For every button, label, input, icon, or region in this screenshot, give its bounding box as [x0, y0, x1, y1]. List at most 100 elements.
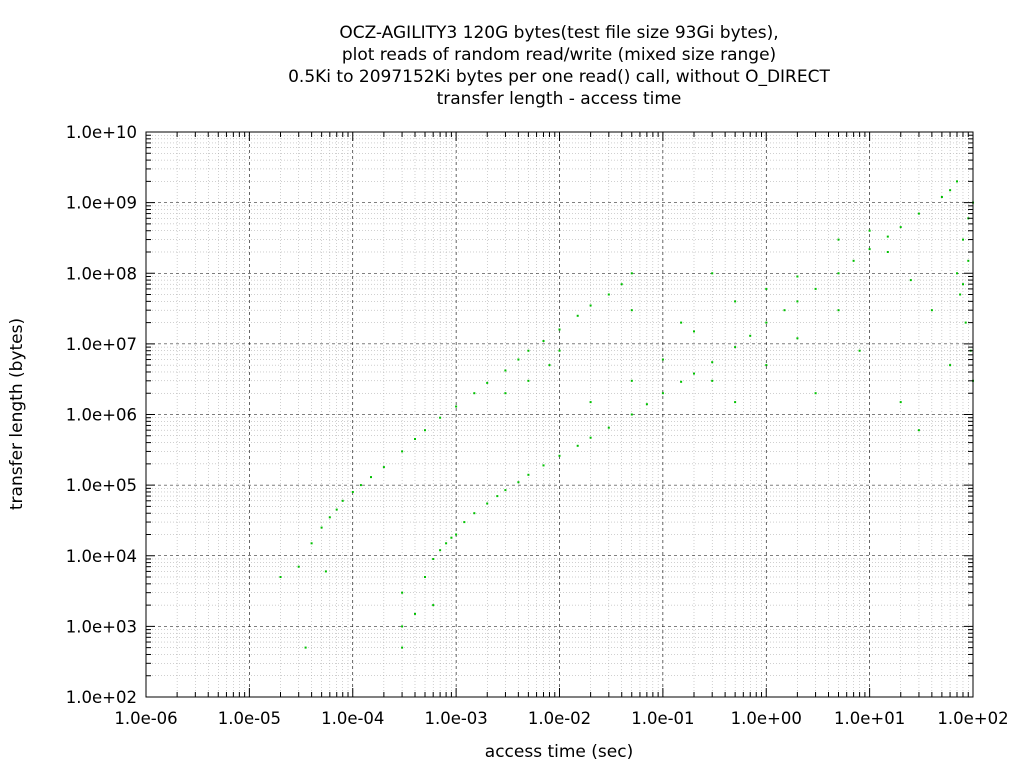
data-point [765, 364, 768, 367]
data-point [796, 275, 799, 278]
title-line-1: OCZ-AGILITY3 120G bytes(test file size 9… [339, 23, 778, 43]
data-point [783, 309, 786, 312]
data-point [486, 502, 489, 505]
x-tick-label: 1.0e+02 [937, 709, 1008, 728]
data-point [949, 189, 952, 192]
data-point [439, 549, 442, 552]
y-tick-label: 1.0e+05 [66, 476, 137, 495]
data-point [548, 364, 551, 367]
data-point [328, 516, 331, 519]
data-point [680, 321, 683, 324]
data-point [837, 309, 840, 312]
data-point [414, 612, 416, 615]
data-point [858, 349, 861, 352]
y-tick-label: 1.0e+04 [66, 547, 137, 566]
data-point [473, 392, 476, 395]
data-point [486, 381, 489, 384]
data-point [962, 283, 964, 286]
y-tick-label: 1.0e+07 [66, 335, 137, 354]
x-axis-label: access time (sec) [485, 742, 633, 762]
x-tick-label: 1.0e+00 [731, 709, 802, 728]
data-point [527, 349, 530, 352]
data-point [956, 180, 958, 183]
y-tick-label: 1.0e+09 [66, 194, 137, 213]
data-point [450, 536, 453, 539]
data-point [711, 272, 714, 275]
data-point [504, 489, 507, 492]
y-tick-label: 1.0e+10 [66, 123, 137, 142]
data-point [576, 444, 579, 447]
data-point [504, 369, 507, 372]
data-point [542, 340, 545, 342]
data-point [680, 380, 683, 383]
data-point [445, 542, 448, 545]
x-tick-label: 1.0e-03 [424, 709, 487, 728]
data-point [414, 438, 416, 440]
y-tick-label: 1.0e+03 [66, 617, 137, 636]
data-point [949, 364, 952, 367]
data-point [886, 251, 889, 253]
data-point [496, 495, 499, 498]
data-point [589, 436, 592, 439]
data-point [527, 379, 530, 382]
data-point [297, 565, 300, 568]
data-point [432, 558, 435, 560]
y-tick-label: 1.0e+02 [66, 688, 137, 707]
data-point [304, 646, 307, 649]
title-line-2: plot reads of random read/write (mixed s… [342, 45, 776, 65]
data-point [959, 293, 962, 296]
data-point [432, 604, 435, 607]
axis-ticks [145, 131, 974, 698]
data-point [630, 272, 633, 275]
x-tick-label: 1.0e+01 [834, 709, 905, 728]
data-point [962, 238, 964, 241]
data-points [279, 180, 974, 649]
data-point [382, 466, 385, 469]
y-axis-label: transfer length (bytes) [7, 318, 27, 510]
data-point [401, 591, 404, 594]
data-point [517, 358, 520, 361]
data-point [868, 248, 871, 251]
data-point [734, 346, 737, 349]
x-tick-label: 1.0e-04 [321, 709, 384, 728]
data-point [749, 334, 752, 337]
data-point [620, 283, 623, 286]
data-point [558, 454, 561, 457]
data-point [439, 416, 442, 419]
data-point [542, 464, 545, 467]
data-point [630, 413, 633, 416]
data-point [576, 314, 579, 317]
data-point [351, 491, 354, 493]
data-point [967, 259, 970, 262]
x-tick-label: 1.0e-06 [114, 709, 177, 728]
data-point [341, 499, 344, 502]
data-point [814, 392, 817, 395]
data-point [424, 429, 426, 432]
data-point [917, 429, 920, 432]
data-point [917, 212, 920, 215]
data-point [504, 392, 507, 395]
data-point [909, 279, 912, 282]
data-point [589, 401, 592, 404]
data-point [661, 358, 664, 361]
data-point [886, 235, 889, 238]
data-point [852, 259, 855, 262]
data-point [930, 309, 933, 312]
title-line-4: transfer length - access time [437, 89, 682, 109]
data-point [837, 238, 840, 241]
data-point [558, 349, 561, 352]
x-axis-tick-labels: 1.0e-06 1.0e-05 1.0e-04 1.0e-03 1.0e-02 1.0e-… [114, 709, 1008, 728]
data-point [814, 287, 817, 290]
data-point [517, 481, 520, 484]
data-point [607, 293, 610, 296]
data-point [693, 372, 695, 375]
data-point [324, 570, 327, 573]
data-point [837, 272, 840, 275]
data-point [335, 508, 338, 511]
data-point [310, 542, 313, 545]
data-point [765, 287, 768, 290]
x-tick-label: 1.0e-01 [631, 709, 694, 728]
data-point [711, 361, 714, 364]
data-point [455, 533, 458, 536]
data-point [868, 229, 871, 232]
